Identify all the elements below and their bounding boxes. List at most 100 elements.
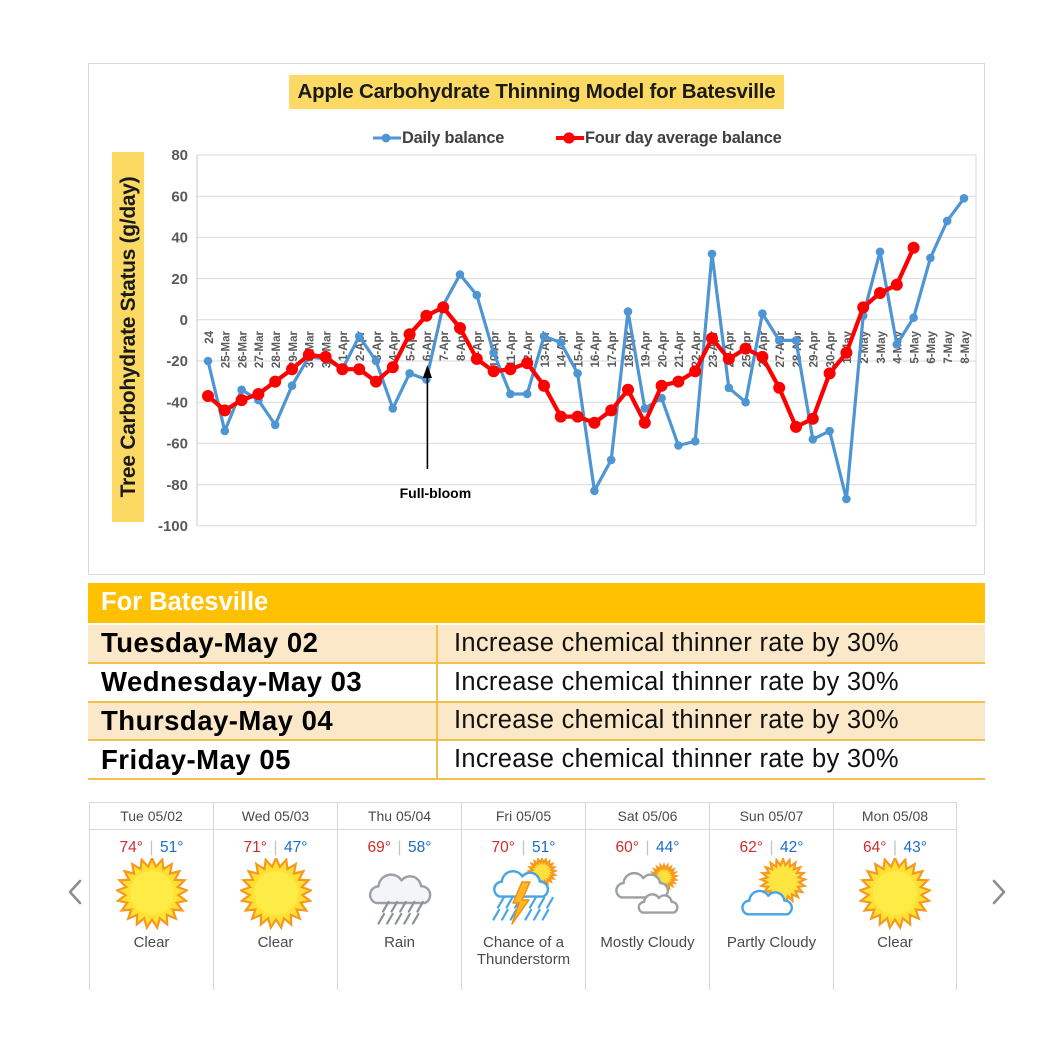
data-point-daily[interactable] [203, 356, 213, 366]
data-point-average[interactable] [302, 348, 315, 361]
data-point-daily[interactable] [892, 340, 902, 349]
data-point-average[interactable] [437, 301, 450, 314]
data-point-average[interactable] [739, 342, 752, 355]
data-point-daily[interactable] [657, 393, 666, 403]
data-point-average[interactable] [353, 363, 366, 376]
data-point-daily[interactable] [640, 404, 650, 413]
data-point-average[interactable] [386, 361, 399, 374]
data-point-average[interactable] [470, 352, 483, 365]
data-point-daily[interactable] [506, 389, 515, 399]
data-point-average[interactable] [554, 410, 567, 423]
data-point-daily[interactable] [875, 247, 885, 257]
weather-day-card[interactable]: Sat 05/06 60° | 44° Mostly Cloudy [585, 803, 709, 990]
data-point-average[interactable] [890, 278, 903, 291]
full-bloom-annotation: Full-bloom [400, 485, 472, 501]
data-point-average[interactable] [235, 394, 248, 407]
data-point-average[interactable] [823, 367, 836, 380]
data-point-daily[interactable] [354, 332, 364, 341]
data-point-average[interactable] [269, 375, 282, 388]
data-point-average[interactable] [722, 352, 735, 365]
temp-low: 43° [903, 839, 927, 856]
data-point-average[interactable] [319, 350, 332, 363]
data-point-daily[interactable] [237, 385, 246, 395]
weather-day-card[interactable]: Fri 05/05 70° | 51° Chance of a Thunderstorm [461, 803, 585, 990]
data-point-average[interactable] [571, 410, 584, 423]
data-point-daily[interactable] [556, 338, 566, 347]
data-point-daily[interactable] [758, 309, 767, 318]
data-point-daily[interactable] [791, 336, 801, 345]
data-point-average[interactable] [218, 404, 231, 417]
data-point-daily[interactable] [825, 426, 834, 436]
data-point-daily[interactable] [220, 426, 230, 436]
data-point-average[interactable] [336, 363, 349, 376]
data-point-daily[interactable] [808, 435, 818, 444]
data-point-daily[interactable] [606, 455, 616, 465]
data-point-daily[interactable] [455, 270, 465, 279]
data-point-daily[interactable] [842, 494, 851, 504]
weather-day-card[interactable]: Mon 05/08 64° | 43° Clear [833, 803, 957, 990]
data-point-average[interactable] [672, 375, 685, 388]
data-point-daily[interactable] [573, 369, 582, 378]
weather-day-card[interactable]: Wed 05/03 71° | 47° Clear [213, 803, 337, 990]
data-point-average[interactable] [588, 416, 601, 429]
data-point-average[interactable] [840, 346, 853, 359]
data-point-daily[interactable] [270, 420, 280, 430]
weather-day-card[interactable]: Thu 05/04 69° | 58° Rain [337, 803, 461, 990]
weather-day-card[interactable]: Tue 05/02 74° | 51° Clear [89, 803, 213, 990]
data-point-average[interactable] [689, 365, 702, 378]
data-point-daily[interactable] [371, 356, 381, 366]
weather-condition: Clear [133, 934, 170, 951]
data-point-average[interactable] [521, 357, 534, 370]
data-point-daily[interactable] [489, 348, 498, 358]
data-point-average[interactable] [857, 301, 870, 314]
data-point-daily[interactable] [926, 253, 935, 263]
data-point-average[interactable] [773, 381, 786, 394]
data-point-average[interactable] [756, 350, 769, 363]
data-point-daily[interactable] [472, 290, 482, 300]
data-point-average[interactable] [286, 363, 298, 376]
data-point-daily[interactable] [724, 383, 734, 393]
x-axis-tick-label: 5-May [909, 330, 921, 363]
data-point-daily[interactable] [741, 397, 750, 407]
data-point-daily[interactable] [287, 381, 297, 391]
data-point-average[interactable] [806, 412, 819, 425]
data-point-average[interactable] [252, 388, 265, 400]
data-point-average[interactable] [655, 379, 668, 392]
data-point-average[interactable] [538, 379, 550, 392]
data-point-daily[interactable] [690, 437, 700, 446]
data-point-daily[interactable] [909, 313, 918, 322]
data-point-average[interactable] [487, 365, 500, 378]
data-point-average[interactable] [790, 420, 802, 433]
chevron-right-icon[interactable] [985, 877, 1011, 907]
data-point-daily[interactable] [590, 486, 599, 496]
data-point-average[interactable] [638, 416, 651, 429]
data-point-average[interactable] [907, 241, 920, 254]
data-point-daily[interactable] [539, 332, 549, 341]
data-point-average[interactable] [706, 332, 718, 345]
x-axis-tick-label: 15-Apr [573, 330, 585, 367]
data-point-daily[interactable] [674, 441, 683, 450]
data-point-average[interactable] [605, 404, 618, 417]
data-point-daily[interactable] [942, 216, 952, 226]
weather-day-card[interactable]: Sun 05/07 62° | 42° Partly Cloudy [709, 803, 833, 990]
temp-separator: | [521, 839, 526, 856]
data-point-daily[interactable] [522, 389, 532, 399]
four-day-average-line-icon [556, 132, 584, 144]
data-point-average[interactable] [504, 363, 517, 376]
chevron-left-icon[interactable] [63, 877, 89, 907]
data-point-average[interactable] [420, 309, 433, 322]
data-point-daily[interactable] [774, 336, 784, 345]
data-point-daily[interactable] [388, 404, 398, 413]
data-point-daily[interactable] [959, 194, 969, 203]
chart-title: Apple Carbohydrate Thinning Model for Ba… [288, 75, 785, 109]
data-point-daily[interactable] [405, 369, 414, 378]
data-point-daily[interactable] [707, 249, 717, 259]
data-point-average[interactable] [622, 383, 634, 396]
data-point-average[interactable] [454, 322, 466, 334]
data-point-average[interactable] [874, 287, 886, 299]
data-point-average[interactable] [403, 328, 416, 341]
data-point-average[interactable] [202, 390, 214, 402]
data-point-daily[interactable] [623, 307, 633, 316]
data-point-average[interactable] [370, 375, 382, 388]
weather-condition: Chance of a Thunderstorm [476, 934, 571, 968]
